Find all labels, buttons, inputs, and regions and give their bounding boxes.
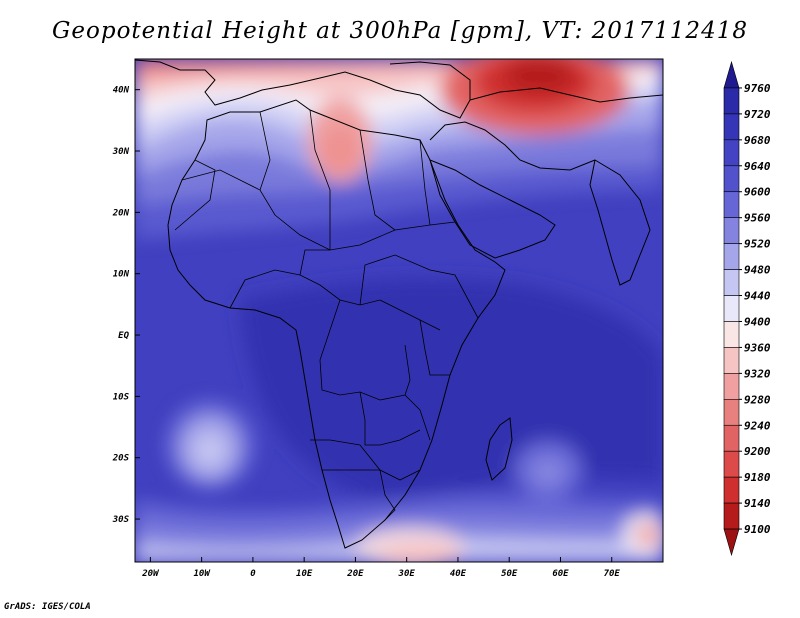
colorbar-swatch bbox=[723, 321, 740, 348]
lon-tick-label: 40E bbox=[450, 569, 467, 579]
colorbar-swatch bbox=[723, 373, 740, 400]
colorbar-level-label: 9720 bbox=[744, 108, 771, 121]
lon-tick-label: 60E bbox=[552, 569, 569, 579]
colorbar-level-label: 9560 bbox=[744, 212, 771, 225]
colorbar-swatch bbox=[723, 450, 740, 478]
lon-tick-label: 20E bbox=[346, 569, 364, 579]
colorbar-swatch bbox=[723, 60, 740, 89]
lat-tick-label: 30N bbox=[112, 147, 130, 157]
colorbar-swatch bbox=[723, 139, 740, 167]
colorbar-swatch bbox=[723, 165, 740, 193]
lat-tick-label: 30S bbox=[112, 515, 130, 525]
colorbar-level-label: 9200 bbox=[744, 445, 771, 458]
colorbar-swatch bbox=[723, 476, 740, 504]
lon-tick-label: 20W bbox=[141, 569, 160, 579]
colorbar-level-label: 9140 bbox=[744, 497, 771, 510]
lat-tick-label: EQ bbox=[118, 331, 129, 341]
colorbar-level-label: 9480 bbox=[744, 264, 771, 277]
colorbar-swatch bbox=[723, 87, 740, 115]
colorbar-level-label: 9400 bbox=[744, 315, 771, 328]
lat-tick-label: 10N bbox=[113, 270, 130, 280]
colorbar-swatch bbox=[723, 113, 740, 141]
colorbar-swatch bbox=[723, 424, 740, 452]
colorbar-swatch bbox=[723, 295, 740, 322]
colorbar-swatch bbox=[723, 347, 740, 374]
colorbar-swatch bbox=[723, 217, 740, 244]
colorbar-level-label: 9440 bbox=[744, 290, 771, 303]
colorbar-level-label: 9240 bbox=[744, 419, 771, 432]
lon-tick-label: 10W bbox=[194, 569, 212, 579]
colorbar-swatch bbox=[723, 528, 740, 557]
grads-credit: GrADS: IGES/COLA bbox=[4, 602, 91, 612]
colorbar-level-label: 9600 bbox=[744, 186, 771, 199]
colorbar-level-label: 9360 bbox=[744, 341, 771, 354]
lon-tick-label: 0 bbox=[250, 569, 256, 579]
colorbar-swatch bbox=[723, 399, 740, 426]
colorbar-swatch bbox=[723, 502, 740, 530]
country-borders bbox=[174, 109, 479, 521]
lat-tick-label: 10S bbox=[113, 392, 130, 402]
colorbar-swatch bbox=[723, 269, 740, 296]
lat-tick-label: 20N bbox=[112, 208, 130, 218]
colorbar-swatch bbox=[723, 243, 740, 270]
colorbar-level-label: 9640 bbox=[744, 160, 771, 173]
lon-tick-label: 70E bbox=[604, 569, 621, 579]
lon-tick-label: 30E bbox=[398, 569, 416, 579]
colorbar-level-label: 9320 bbox=[744, 367, 771, 380]
lat-tick-label: 20S bbox=[112, 454, 130, 464]
colorbar-level-label: 9680 bbox=[744, 134, 771, 147]
colorbar-level-label: 9180 bbox=[744, 471, 771, 484]
geopotential-field bbox=[135, 59, 663, 562]
plot-frame bbox=[134, 58, 664, 563]
lat-tick-label: 40N bbox=[113, 86, 130, 96]
colorbar-level-label: 9520 bbox=[744, 238, 771, 251]
lon-tick-label: 10E bbox=[296, 569, 313, 579]
lon-tick-label: 50E bbox=[501, 569, 518, 579]
colorbar-swatch bbox=[723, 191, 740, 218]
axis-labels: 20W 10W 0 10E 20E 30E 40E 50E 60E 70E 40N 30N 20N 10N… bbox=[112, 86, 621, 579]
colorbar-level-label: 9100 bbox=[744, 523, 771, 536]
colorbar-level-label: 9280 bbox=[744, 393, 771, 406]
colorbar-level-label: 9760 bbox=[744, 82, 771, 95]
map-title: Geopotential Height at 300hPa [gpm], VT:… bbox=[52, 18, 748, 44]
colorbar: 9760 9720 9680 9640 9600 9560 9520 9480 9440 9400… bbox=[723, 60, 771, 557]
